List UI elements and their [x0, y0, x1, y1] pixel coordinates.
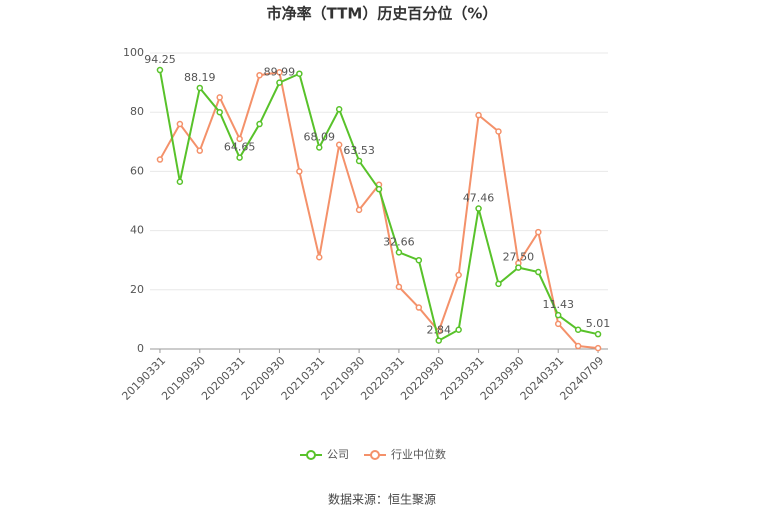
- point: [196, 147, 204, 154]
- legend-label: 公司: [327, 448, 349, 461]
- data-label: 11.43: [542, 298, 574, 311]
- data-label: 27.50: [503, 251, 535, 264]
- point: [395, 283, 403, 291]
- point: [236, 154, 243, 161]
- point: [594, 344, 602, 352]
- source: 数据来源：恒生聚源: [328, 492, 436, 507]
- point: [316, 253, 323, 261]
- legend-marker: [370, 450, 380, 460]
- point: [375, 185, 383, 193]
- point: [236, 135, 243, 143]
- point: [276, 68, 283, 76]
- point: [196, 84, 204, 92]
- data-label: 68.09: [304, 130, 336, 143]
- point: [495, 128, 502, 135]
- point: [296, 168, 303, 175]
- point: [435, 337, 442, 344]
- data-label: 47.46: [463, 192, 495, 205]
- y-tick-label: 80: [130, 105, 144, 118]
- data-label: 63.53: [343, 144, 375, 157]
- point: [574, 326, 582, 334]
- point: [276, 79, 283, 86]
- data-label: 32.66: [383, 235, 415, 248]
- series-line: [159, 71, 599, 350]
- point: [395, 249, 403, 256]
- y-tick-label: 100: [123, 46, 144, 59]
- data-label: 64.65: [224, 141, 256, 154]
- point: [535, 268, 542, 276]
- y-tick-label: 0: [137, 342, 144, 355]
- legend-marker: [306, 450, 316, 460]
- y-tick-label: 20: [130, 283, 144, 296]
- point: [296, 70, 303, 77]
- point: [216, 108, 223, 116]
- point: [554, 320, 562, 328]
- point: [554, 311, 562, 319]
- point: [594, 330, 602, 338]
- point: [256, 120, 263, 128]
- point: [335, 105, 343, 113]
- point: [176, 120, 184, 128]
- data-label: 88.19: [184, 71, 216, 84]
- x-tick-label: 20240709: [557, 354, 606, 403]
- point: [415, 256, 423, 264]
- point: [475, 205, 482, 212]
- legend-label: 行业中位数: [391, 447, 446, 461]
- point: [574, 342, 582, 350]
- point: [355, 206, 363, 214]
- point: [256, 71, 263, 79]
- point: [455, 326, 462, 334]
- point: [316, 144, 323, 151]
- point: [156, 66, 164, 74]
- data-label: 89.99: [264, 66, 296, 79]
- point: [355, 157, 363, 165]
- point: [415, 304, 423, 311]
- point: [455, 271, 462, 279]
- point: [156, 156, 164, 163]
- point: [515, 264, 522, 271]
- data-label: 94.25: [144, 53, 176, 66]
- point: [335, 141, 343, 149]
- point: [535, 228, 542, 236]
- y-tick-label: 40: [130, 224, 144, 237]
- y-tick-label: 60: [130, 164, 144, 177]
- point: [495, 280, 502, 288]
- chart-title: 市净率（TTM）历史百分位（%）: [267, 5, 498, 23]
- data-label: 2.84: [426, 324, 451, 337]
- point: [216, 94, 223, 101]
- data-label: 5.01: [586, 317, 611, 330]
- point: [176, 178, 184, 186]
- point: [475, 111, 482, 119]
